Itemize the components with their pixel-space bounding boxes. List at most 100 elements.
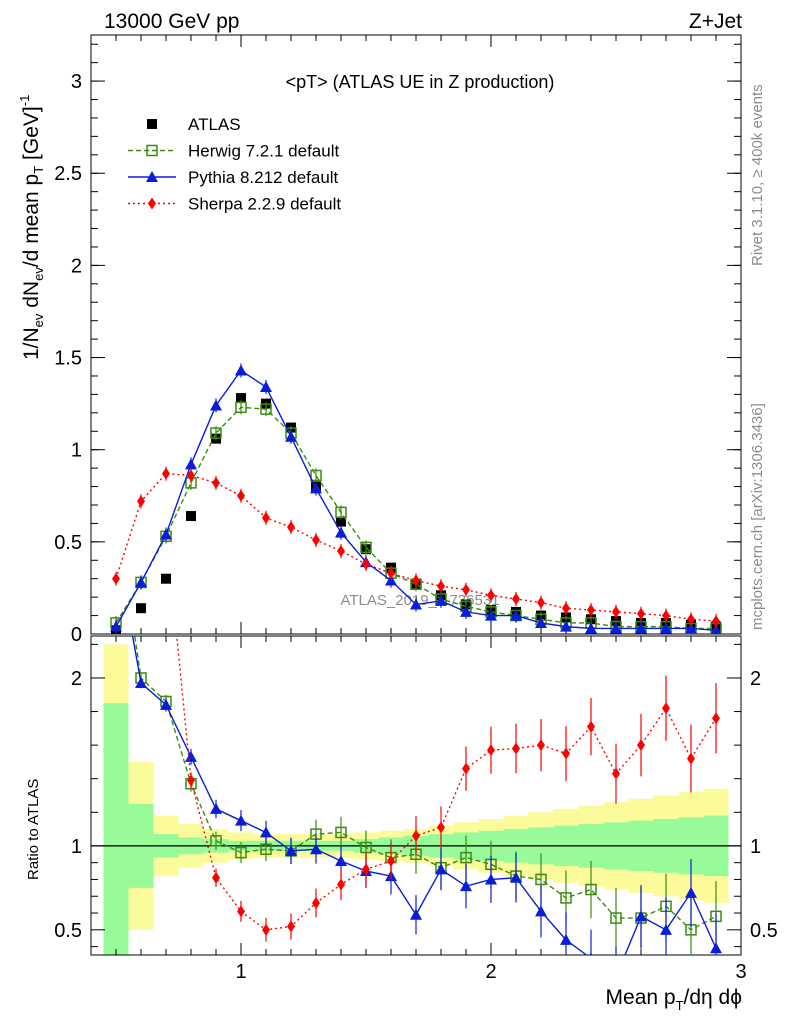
ratio-point xyxy=(487,744,495,757)
data-point xyxy=(310,469,322,482)
data-point xyxy=(135,576,147,588)
data-point xyxy=(110,620,122,632)
main-y-axis-title: 1/Nev dNev/d mean pT [GeV]-1 xyxy=(17,95,46,360)
data-point xyxy=(460,605,472,617)
legend-marker xyxy=(146,144,158,157)
ratio-point xyxy=(412,829,420,842)
ratio-point xyxy=(410,908,422,920)
data-point xyxy=(585,622,597,634)
data-point xyxy=(435,594,447,606)
ratio-y-tick-label-right: 1 xyxy=(750,836,761,858)
ratio-point xyxy=(335,826,347,839)
y-tick-label: 0.5 xyxy=(54,532,82,554)
ratio-point xyxy=(110,538,122,549)
data-point xyxy=(162,467,170,480)
data-point xyxy=(137,495,145,508)
ratio-point xyxy=(512,742,520,755)
ratio-y-axis-title: Ratio to ATLAS xyxy=(25,779,42,880)
legend-item-3: Sherpa 2.2.9 default xyxy=(128,195,341,214)
legend-item-2: Pythia 8.212 default xyxy=(128,168,339,187)
data-point xyxy=(612,605,620,618)
ratio-point xyxy=(185,750,197,762)
data-point xyxy=(412,574,420,587)
data-point xyxy=(335,506,347,519)
ratio-point xyxy=(435,863,447,875)
ratio-y-tick-label-right: 0.5 xyxy=(750,920,778,942)
ratio-y-tick-label-right: 2 xyxy=(750,668,761,690)
data-point xyxy=(712,615,720,628)
ratio-point xyxy=(460,851,472,864)
data-point xyxy=(660,622,672,634)
y-tick-label: 1 xyxy=(71,440,82,462)
x-axis-title: Mean pT/dη dϕ xyxy=(606,986,742,1013)
ratio-point xyxy=(210,835,222,847)
data-point xyxy=(662,609,670,622)
data-point xyxy=(537,596,545,609)
ratio-point xyxy=(685,886,697,898)
x-tick-label: 1 xyxy=(235,961,246,983)
data-point xyxy=(210,427,222,439)
ratio-point xyxy=(310,843,322,855)
data-point xyxy=(685,622,697,634)
data-point xyxy=(136,603,146,614)
data-point xyxy=(362,557,370,570)
ratio-point xyxy=(235,846,247,859)
data-point xyxy=(212,476,220,489)
data-point xyxy=(410,598,422,610)
ratio-series-1 xyxy=(110,538,722,982)
data-point xyxy=(235,364,247,376)
legend-label: Pythia 8.212 default xyxy=(188,168,339,187)
data-point xyxy=(687,613,695,626)
ratio-point xyxy=(560,892,572,904)
ratio-point xyxy=(387,854,395,867)
process-label: Z+Jet xyxy=(689,10,742,33)
data-point xyxy=(710,624,722,634)
ratio-point xyxy=(437,821,445,834)
data-point xyxy=(160,528,172,540)
ratio-point xyxy=(262,923,270,936)
data-point xyxy=(360,541,372,554)
ratio-point xyxy=(111,505,121,515)
ratio-point xyxy=(635,910,647,922)
data-point xyxy=(287,521,295,534)
ratio-point xyxy=(585,883,597,896)
ratio-point xyxy=(312,896,320,909)
data-point xyxy=(510,609,522,621)
series-3 xyxy=(112,466,720,629)
ratio-point xyxy=(687,752,695,765)
y-tick-label: 3 xyxy=(71,71,82,93)
series-2 xyxy=(110,363,722,634)
data-point xyxy=(235,401,247,414)
data-point xyxy=(112,572,120,585)
ratio-point xyxy=(287,920,295,933)
data-point xyxy=(337,545,345,558)
ratio-point xyxy=(637,739,645,752)
y-tick-label: 2 xyxy=(71,255,82,277)
data-point xyxy=(512,592,520,605)
ratio-series-2 xyxy=(176,636,720,942)
data-point xyxy=(487,589,495,602)
energy-label: 13000 GeV pp xyxy=(104,10,239,33)
ratio-point xyxy=(285,844,297,856)
ratio-point xyxy=(612,767,620,780)
data-point xyxy=(635,622,647,634)
data-point xyxy=(260,403,272,415)
ratio-point xyxy=(710,942,722,954)
ratio-point xyxy=(235,814,247,826)
ratio-point xyxy=(135,677,147,689)
data-point xyxy=(336,516,346,527)
ratio-point xyxy=(610,971,622,982)
data-point xyxy=(560,620,572,632)
legend-label: Sherpa 2.2.9 default xyxy=(188,195,341,214)
ratio-point xyxy=(610,912,622,924)
data-point xyxy=(610,622,622,634)
ratio-point xyxy=(187,774,195,787)
ratio-point xyxy=(562,747,570,760)
ratio-point xyxy=(210,802,222,814)
x-tick-label: 3 xyxy=(735,961,746,983)
watermark-label: ATLAS_2019_I1736531 xyxy=(340,592,499,609)
ratio-point xyxy=(212,871,220,884)
ratio-point xyxy=(485,873,497,885)
data-point xyxy=(260,381,272,393)
